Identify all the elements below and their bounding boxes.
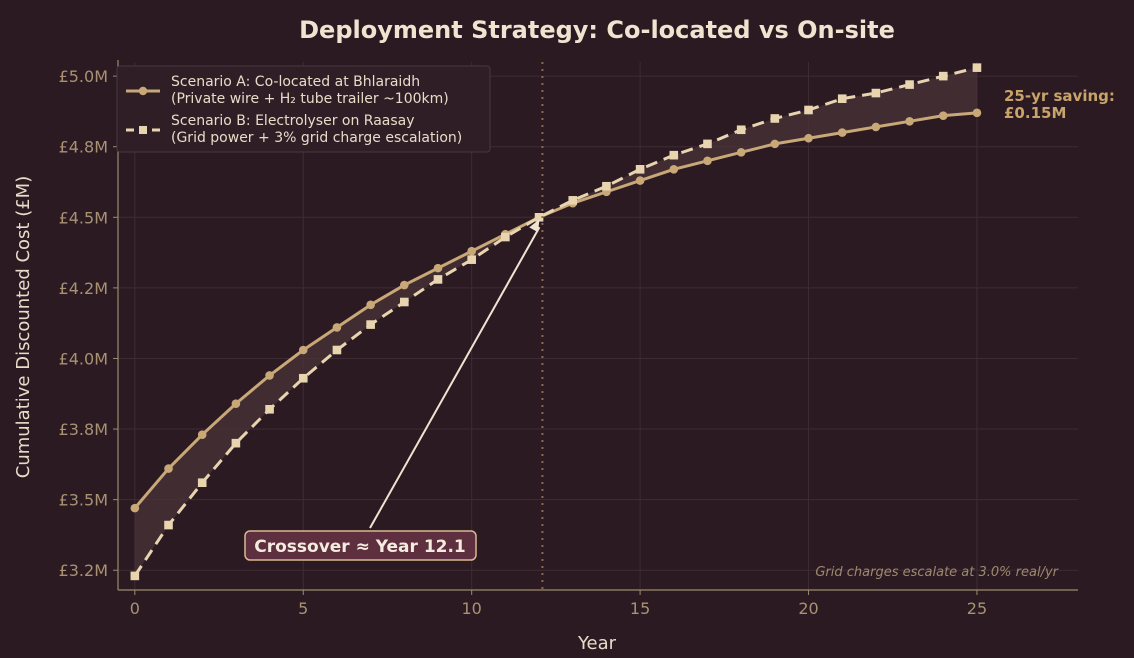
series-a-point bbox=[703, 156, 712, 166]
fill-layer bbox=[134, 67, 977, 576]
crossover-arrowhead bbox=[529, 219, 540, 233]
series-a-point bbox=[366, 300, 375, 310]
series-a-point bbox=[669, 164, 679, 174]
y-tick-label: £4.2M bbox=[59, 279, 108, 298]
series-a-point bbox=[871, 122, 881, 132]
series-b-point bbox=[804, 105, 813, 115]
series-a-point bbox=[770, 139, 780, 149]
series-a-point bbox=[130, 503, 140, 513]
series-b-point bbox=[467, 255, 476, 264]
y-tick-label: £5.0M bbox=[59, 67, 108, 86]
series-b-point bbox=[197, 478, 207, 488]
between-series-fill bbox=[134, 67, 977, 576]
series-a-point bbox=[736, 148, 746, 157]
series-b-point bbox=[905, 80, 914, 89]
series-a-point bbox=[972, 108, 982, 118]
series-b-point bbox=[568, 196, 578, 205]
crossover-annotation: Crossover ≈ Year 12.1 bbox=[244, 219, 541, 561]
series-a-point bbox=[905, 116, 914, 126]
x-tick-label: 15 bbox=[630, 599, 650, 618]
series-b-point bbox=[298, 373, 308, 383]
x-tick-label: 25 bbox=[967, 599, 987, 618]
x-tick-label: 10 bbox=[462, 599, 482, 618]
series-b-point bbox=[130, 571, 140, 581]
legend-label-b-sub: (Grid power + 3% grid charge escalation) bbox=[171, 130, 462, 146]
legend: Scenario A: Co-located at Bhlaraidh (Pri… bbox=[116, 65, 491, 153]
series-b-point bbox=[602, 181, 611, 191]
series-a-point bbox=[164, 464, 173, 473]
legend-swatch-a-marker bbox=[138, 86, 148, 96]
series-b-point bbox=[332, 345, 342, 355]
y-tick-label: £3.5M bbox=[59, 491, 108, 510]
series-b-point bbox=[501, 232, 510, 242]
series-b-point bbox=[400, 297, 409, 307]
y-tick-label: £3.8M bbox=[59, 420, 108, 439]
series-a-point bbox=[400, 280, 409, 290]
series-b-point bbox=[972, 63, 982, 72]
axes-layer: £3.2M £3.5M £3.8M £4.0M £4.2M £4.5M £4.8M £5.0M… bbox=[59, 60, 1078, 618]
crossover-label: Crossover ≈ Year 12.1 bbox=[254, 537, 466, 557]
series-b-point bbox=[265, 404, 274, 414]
crossover-arrow bbox=[369, 226, 541, 529]
series-a-point bbox=[467, 246, 476, 256]
series-b-point bbox=[669, 150, 679, 160]
series-b-point bbox=[433, 275, 443, 284]
legend-label-a: Scenario A: Co-located at Bhlaraidh bbox=[171, 74, 420, 90]
series-b-point bbox=[837, 94, 847, 104]
saving-annotation-line2: £0.15M bbox=[1004, 104, 1066, 122]
series-b-point bbox=[703, 139, 712, 149]
series-b-point bbox=[231, 438, 241, 448]
y-tick-label: £4.0M bbox=[59, 349, 108, 368]
series-b-line bbox=[133, 66, 978, 577]
series-a-point bbox=[804, 133, 813, 143]
x-axis-label: Year bbox=[577, 633, 617, 654]
x-tick-label: 20 bbox=[798, 599, 818, 618]
series-b-point bbox=[534, 212, 544, 222]
series-b-point bbox=[871, 88, 881, 98]
y-tick-label: £4.5M bbox=[59, 208, 108, 227]
x-tick-label: 0 bbox=[130, 599, 140, 618]
series-b-point bbox=[938, 71, 948, 81]
series-b-point bbox=[164, 520, 173, 530]
series-a-point bbox=[332, 323, 342, 332]
series-b-point bbox=[635, 164, 645, 174]
legend-box bbox=[116, 65, 491, 153]
series-layer bbox=[130, 63, 982, 581]
footnote: Grid charges escalate at 3.0% real/yr bbox=[815, 565, 1059, 580]
chart-title: Deployment Strategy: Co-located vs On-si… bbox=[299, 16, 895, 44]
series-a-point bbox=[231, 399, 241, 408]
crossover-box bbox=[244, 530, 477, 561]
series-a-point bbox=[197, 430, 207, 440]
series-a-point bbox=[265, 371, 274, 380]
series-a-point bbox=[298, 345, 308, 355]
y-tick-label: £3.2M bbox=[59, 561, 108, 580]
y-axis-label: Cumulative Discounted Cost (£M) bbox=[13, 176, 34, 478]
x-tick-label: 5 bbox=[298, 599, 308, 618]
series-a-point bbox=[938, 111, 948, 120]
series-b-point bbox=[366, 320, 375, 329]
series-b-point bbox=[736, 125, 746, 135]
series-a-point bbox=[635, 176, 645, 185]
series-b-point bbox=[770, 114, 780, 123]
legend-swatch-b-marker bbox=[139, 126, 147, 134]
saving-annotation-line1: 25-yr saving: bbox=[1004, 87, 1115, 105]
series-a-point bbox=[433, 263, 443, 273]
legend-label-a-sub: (Private wire + H₂ tube trailer ~100km) bbox=[171, 91, 449, 107]
legend-label-b: Scenario B: Electrolyser on Raasay bbox=[171, 113, 415, 129]
y-tick-label: £4.8M bbox=[59, 138, 108, 157]
series-a-point bbox=[837, 128, 847, 137]
series-a-line bbox=[133, 111, 978, 510]
